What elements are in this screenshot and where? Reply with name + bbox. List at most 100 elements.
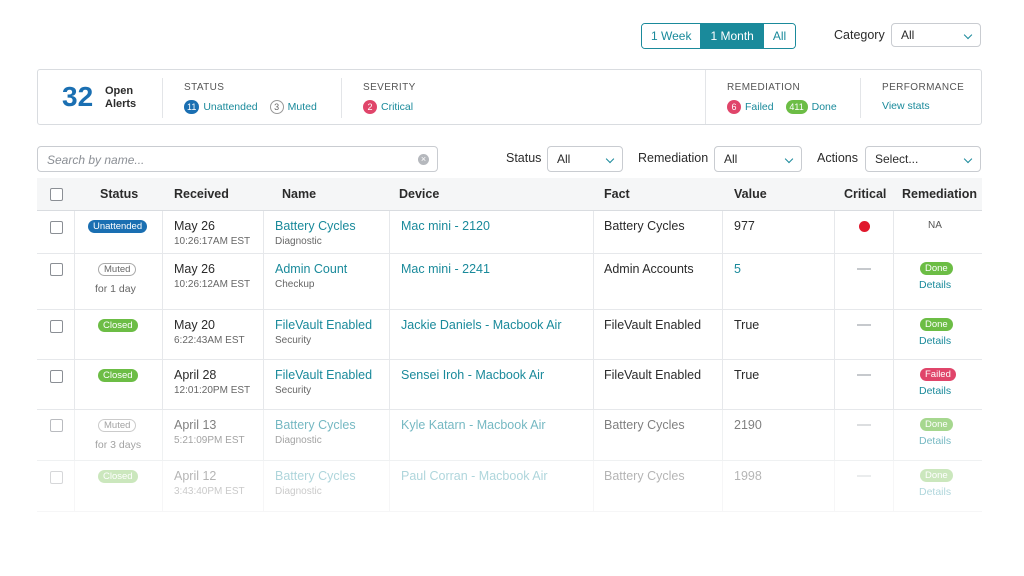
- fact-result-value[interactable]: 5: [734, 262, 741, 276]
- received-time: 6:22:43AM EST: [174, 335, 245, 346]
- alert-name-link[interactable]: Battery Cycles: [275, 418, 356, 432]
- fact-value: Battery Cycles: [604, 418, 685, 432]
- fact-value: FileVault Enabled: [604, 318, 702, 332]
- failed-filter-link[interactable]: Failed: [745, 101, 774, 113]
- remediation-details-link[interactable]: Details: [919, 435, 952, 447]
- column-divider: [74, 461, 75, 512]
- remediation-details-link[interactable]: Details: [919, 279, 952, 291]
- column-divider: [893, 410, 894, 461]
- row-checkbox[interactable]: [50, 320, 63, 333]
- column-header-device[interactable]: Device: [399, 187, 440, 201]
- table-row[interactable]: Closed May 20 6:22:43AM EST FileVault Enabl…: [37, 310, 982, 360]
- status-badge: Muted: [98, 419, 137, 432]
- column-divider: [263, 461, 264, 512]
- failed-count-chip: 6: [727, 100, 741, 114]
- status-summary-row: 11 Unattended 3 Muted: [184, 100, 317, 114]
- view-stats-link[interactable]: View stats: [882, 100, 930, 112]
- status-filter-select[interactable]: All: [547, 146, 623, 172]
- search-input[interactable]: Search by name... ×: [37, 146, 438, 172]
- device-link[interactable]: Sensei Iroh - Macbook Air: [401, 368, 545, 382]
- column-header-name[interactable]: Name: [282, 187, 317, 201]
- status-filter-value: All: [557, 152, 571, 166]
- alert-name-link[interactable]: Battery Cycles: [275, 219, 356, 233]
- done-filter-link[interactable]: Done: [811, 101, 837, 113]
- row-checkbox[interactable]: [50, 370, 63, 383]
- range-1-month-button[interactable]: 1 Month: [701, 24, 764, 48]
- not-critical-dash-icon: [857, 268, 871, 270]
- column-divider: [74, 211, 75, 254]
- fact-value: Admin Accounts: [604, 262, 694, 276]
- remediation-badge: Done: [920, 318, 953, 331]
- device-link[interactable]: Paul Corran - Macbook Air: [401, 469, 548, 483]
- column-divider: [389, 461, 390, 512]
- table-row[interactable]: Closed April 28 12:01:20PM EST FileVault En…: [37, 360, 982, 410]
- column-divider: [162, 211, 163, 254]
- column-divider: [834, 461, 835, 512]
- row-checkbox[interactable]: [50, 263, 63, 276]
- alert-category: Diagnostic: [275, 486, 322, 497]
- status-badge: Unattended: [88, 220, 148, 233]
- remediation-details-link[interactable]: Details: [919, 385, 952, 397]
- column-divider: [74, 360, 75, 410]
- row-checkbox[interactable]: [50, 221, 63, 234]
- status-badge: Closed: [98, 470, 138, 483]
- column-divider: [722, 254, 723, 310]
- column-header-remediation[interactable]: Remediation: [902, 187, 978, 201]
- column-header-critical[interactable]: Critical: [844, 187, 887, 201]
- range-1-week-button[interactable]: 1 Week: [642, 24, 702, 48]
- device-link[interactable]: Mac mini - 2241: [401, 262, 490, 276]
- row-checkbox[interactable]: [50, 471, 63, 484]
- critical-filter-link[interactable]: Critical: [381, 101, 414, 113]
- column-divider: [263, 211, 264, 254]
- table-row[interactable]: Unattended May 26 10:26:17AM EST Battery Cy…: [37, 211, 982, 254]
- device-link[interactable]: Jackie Daniels - Macbook Air: [401, 318, 562, 332]
- received-time: 5:21:09PM EST: [174, 435, 245, 446]
- remediation-details-link[interactable]: Details: [919, 335, 952, 347]
- unattended-filter-link[interactable]: Unattended: [203, 101, 258, 113]
- select-all-checkbox[interactable]: [50, 188, 63, 201]
- alert-category: Diagnostic: [275, 435, 322, 446]
- received-time: 12:01:20PM EST: [174, 385, 251, 396]
- alert-name-link[interactable]: FileVault Enabled: [275, 368, 373, 382]
- remediation-filter-select[interactable]: All: [714, 146, 802, 172]
- column-divider: [74, 254, 75, 310]
- remediation-details-link[interactable]: Details: [919, 486, 952, 498]
- remediation-summary-row: 6 Failed 411 Done: [727, 100, 837, 114]
- performance-summary-row: View stats: [882, 100, 930, 112]
- column-divider: [593, 254, 594, 310]
- table-row[interactable]: Closed April 12 3:43:40PM EST Battery Cycle…: [37, 461, 982, 512]
- column-header-received[interactable]: Received: [174, 187, 229, 201]
- range-all-button[interactable]: All: [763, 24, 796, 48]
- column-divider: [722, 211, 723, 254]
- column-divider: [389, 310, 390, 360]
- status-filter-label: Status: [506, 151, 542, 165]
- category-label: Category: [834, 28, 885, 42]
- chevron-down-icon: [963, 154, 973, 164]
- received-date: April 13: [174, 418, 217, 432]
- alert-category: Checkup: [275, 279, 315, 290]
- table-row[interactable]: Muted for 1 day May 26 10:26:12AM EST Admin …: [37, 254, 982, 310]
- column-divider: [593, 211, 594, 254]
- actions-select[interactable]: Select...: [865, 146, 981, 172]
- divider: [162, 78, 163, 118]
- table-row[interactable]: Muted for 3 days April 13 5:21:09PM EST Batt…: [37, 410, 982, 461]
- row-checkbox[interactable]: [50, 419, 63, 432]
- muted-count-chip: 3: [269, 100, 284, 114]
- alert-name-link[interactable]: Admin Count: [275, 262, 348, 276]
- column-divider: [263, 310, 264, 360]
- device-link[interactable]: Mac mini - 2120: [401, 219, 490, 233]
- alert-name-link[interactable]: Battery Cycles: [275, 469, 356, 483]
- alert-name-link[interactable]: FileVault Enabled: [275, 318, 373, 332]
- column-header-value[interactable]: Value: [734, 187, 767, 201]
- status-badge: Closed: [98, 319, 138, 332]
- category-select[interactable]: All: [891, 23, 981, 47]
- column-divider: [162, 310, 163, 360]
- clear-search-icon[interactable]: ×: [418, 154, 429, 165]
- column-header-fact[interactable]: Fact: [604, 187, 630, 201]
- column-divider: [389, 360, 390, 410]
- column-header-status[interactable]: Status: [100, 187, 139, 201]
- remediation-badge: Done: [920, 262, 953, 275]
- muted-filter-link[interactable]: Muted: [287, 101, 317, 113]
- received-date: April 28: [174, 368, 217, 382]
- device-link[interactable]: Kyle Katarn - Macbook Air: [401, 418, 546, 432]
